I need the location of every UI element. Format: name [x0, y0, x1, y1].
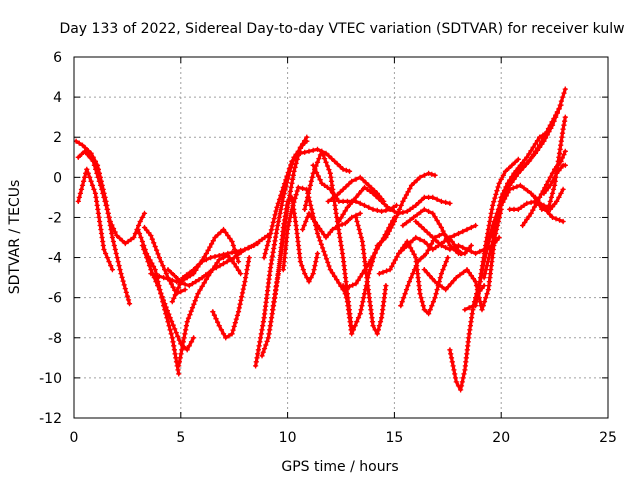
y-tick-label: -6 [48, 291, 62, 307]
series-markers-arc-22 [340, 170, 438, 337]
x-tick-label: 10 [279, 430, 297, 446]
series-markers-arc-35 [498, 130, 549, 200]
y-tick-label: -2 [48, 210, 62, 226]
y-tick-label: 0 [53, 170, 62, 186]
x-axis-ticks: 0 5 10 15 20 25 [70, 57, 617, 446]
x-axis-label: GPS time / hours [281, 459, 398, 475]
series-markers-arc-3 [75, 166, 115, 273]
series-trace-arc-3 [76, 167, 114, 272]
series-markers-arc-38 [532, 114, 568, 212]
y-tick-label: 4 [53, 90, 62, 106]
y-axis-label: SDTVAR / TECUs [7, 180, 23, 295]
y-tick-label: -4 [48, 251, 62, 267]
series-markers-arc-17 [300, 210, 363, 241]
series-markers-arc-11 [210, 255, 252, 341]
series-markers-arc-20 [325, 174, 387, 204]
y-tick-label: 6 [53, 50, 62, 66]
y-tick-label: -10 [39, 371, 62, 387]
y-tick-label: -12 [39, 411, 62, 427]
x-tick-label: 15 [385, 430, 403, 446]
x-tick-label: 20 [492, 430, 510, 446]
y-axis-ticks: 6 4 2 0 -2 -4 -6 -8 -10 -12 [39, 50, 608, 427]
data-markers [73, 86, 568, 393]
series-markers-arc-5 [139, 242, 197, 353]
series-markers-arc-21 [336, 184, 453, 225]
x-tick-label: 25 [599, 430, 617, 446]
series-markers-arc-23 [353, 214, 389, 337]
plot-frame [73, 56, 609, 419]
y-tick-label: -8 [48, 331, 62, 347]
series-markers-arc-10 [176, 253, 244, 369]
chart-title: Day 133 of 2022, Sidereal Day-to-day VTE… [59, 21, 624, 37]
x-tick-label: 0 [70, 430, 79, 446]
series-markers-arc-1 [73, 138, 133, 307]
series-trace-arc-6 [142, 225, 187, 296]
series-markers-arc-39 [541, 162, 568, 196]
y-tick-label: 2 [53, 130, 62, 146]
series-markers-arc-9 [169, 230, 274, 305]
series-markers-arc-24 [376, 238, 451, 317]
x-tick-label: 5 [176, 430, 185, 446]
